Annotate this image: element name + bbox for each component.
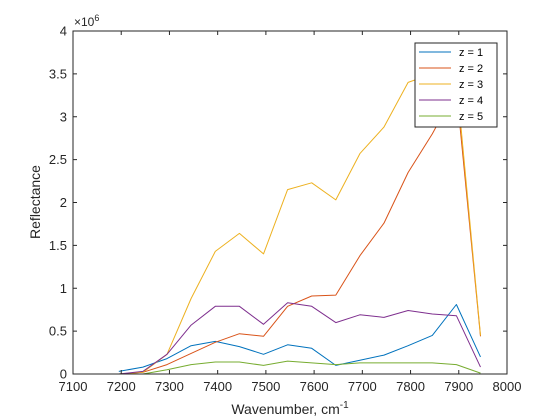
legend-box	[414, 42, 498, 128]
series-line-5	[118, 360, 481, 375]
tick-label-layer: 7100 7200 7300 7400 7500 7600 7700 7800 7900 8000…	[49, 24, 522, 395]
legend-label-4: z = 4	[459, 95, 483, 107]
x-tick-label: 7400	[203, 379, 232, 394]
y-tick-label: 1.5	[49, 238, 67, 253]
x-axis-title-text: Wavenumber, cm	[231, 401, 339, 417]
y-exponent-label: ×106	[74, 13, 99, 29]
series-line-1	[118, 304, 481, 372]
x-tick-label: 7200	[107, 379, 136, 394]
legend-label-5: z = 5	[459, 111, 483, 123]
x-tick-label: 7900	[444, 379, 473, 394]
x-axis-title: Wavenumber, cm-1	[231, 400, 349, 417]
x-tick-label: 7500	[251, 379, 280, 394]
x-tick-label: 8000	[493, 379, 522, 394]
legend-label-1: z = 1	[459, 47, 483, 59]
x-axis-title-superscript: -1	[340, 400, 349, 411]
y-tick-label: 0	[60, 367, 67, 382]
y-tick-label: 0.5	[49, 324, 67, 339]
x-tick-label: 7700	[348, 379, 377, 394]
y-tick-label: 3	[60, 109, 67, 124]
x-tick-label: 7800	[396, 379, 425, 394]
y-tick-label: 2	[60, 195, 67, 210]
y-exponent-power: 6	[94, 13, 99, 23]
x-tick-label: 7600	[300, 379, 329, 394]
x-tick-label: 7300	[155, 379, 184, 394]
legend-label-2: z = 2	[459, 63, 483, 75]
y-tick-label: 2.5	[49, 152, 67, 167]
legend: z = 1 z = 2 z = 3 z = 4 z = 5	[414, 42, 498, 128]
legend-label-3: z = 3	[459, 79, 483, 91]
y-tick-label: 3.5	[49, 66, 67, 81]
x-tick-label: 7100	[59, 379, 88, 394]
y-tick-label: 4	[60, 24, 67, 39]
axes-layer	[72, 30, 508, 375]
y-exponent-base: ×10	[74, 15, 95, 29]
y-axis-title: Reflectance	[27, 165, 43, 239]
series-line-4	[118, 302, 481, 375]
y-tick-label: 1	[60, 281, 67, 296]
series-line-2	[118, 88, 481, 375]
